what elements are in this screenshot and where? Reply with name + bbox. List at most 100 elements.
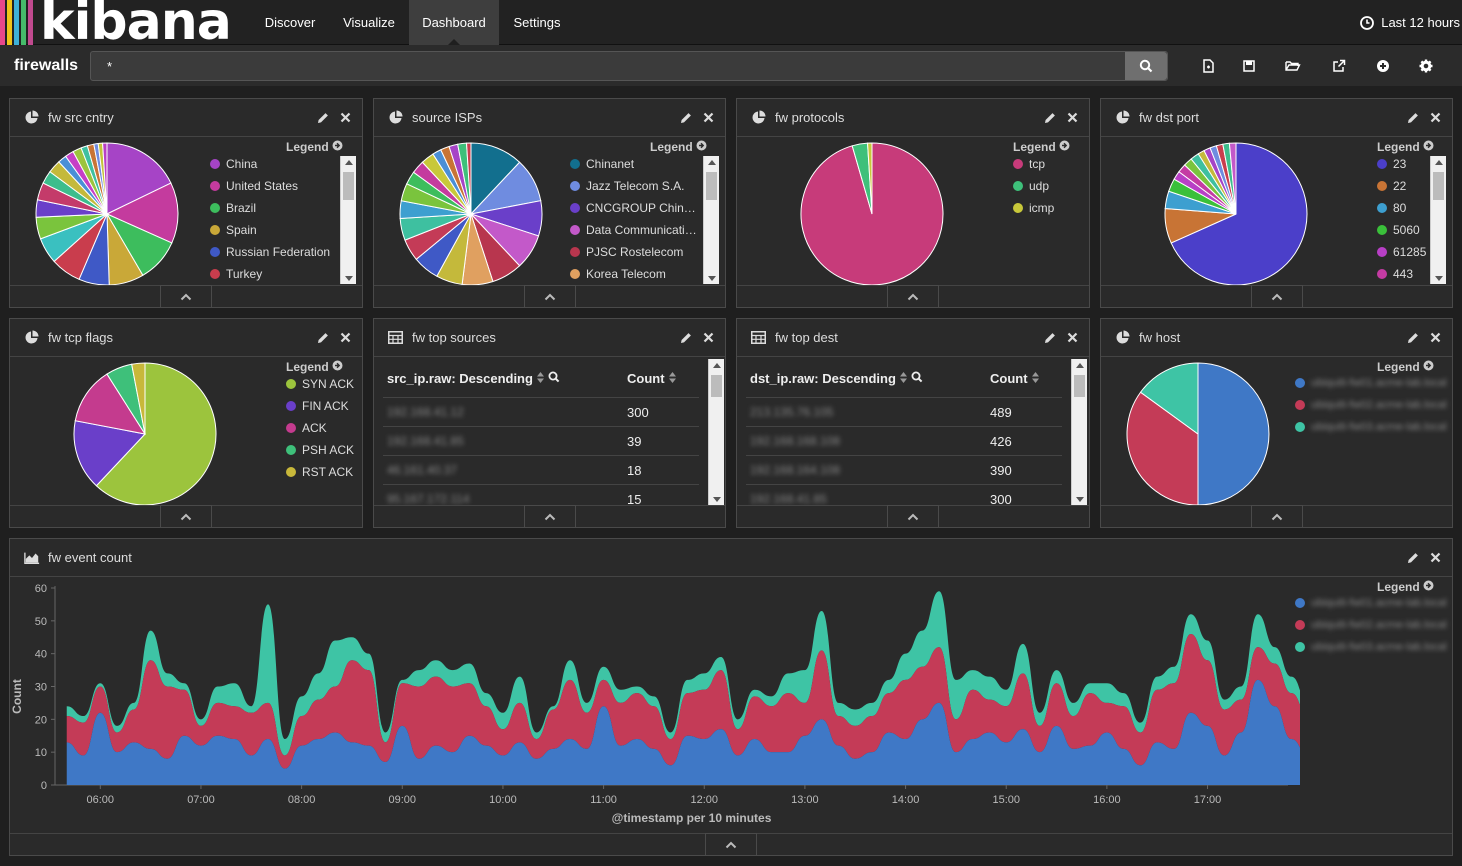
legend-item[interactable]: PJSC Rostelecom <box>570 245 683 259</box>
legend-item[interactable]: icmp <box>1013 201 1054 215</box>
sort-icon[interactable] <box>668 371 676 386</box>
legend-item[interactable]: 61285 <box>1377 245 1426 259</box>
table-row[interactable]: 95.167.172.114 15 <box>383 484 699 505</box>
legend-toggle[interactable]: Legend <box>650 140 707 154</box>
column-header-count[interactable]: Count <box>627 371 676 386</box>
table-row[interactable]: 46.161.40.37 18 <box>383 455 699 484</box>
legend-item[interactable]: udp <box>1013 179 1049 193</box>
search-button[interactable] <box>1125 52 1167 80</box>
scroll-up-icon[interactable] <box>1072 359 1088 371</box>
close-icon[interactable] <box>1066 111 1079 124</box>
kibana-logo[interactable]: kibana <box>0 0 232 48</box>
pie-slice[interactable] <box>106 142 172 215</box>
legend-scrollbar[interactable] <box>703 156 719 284</box>
scroll-down-icon[interactable] <box>1072 493 1088 505</box>
legend-item[interactable]: ACK <box>286 421 327 435</box>
close-icon[interactable] <box>702 111 715 124</box>
edit-icon[interactable] <box>1043 331 1056 344</box>
settings-icon[interactable] <box>1416 56 1436 76</box>
edit-icon[interactable] <box>1406 111 1419 124</box>
legend-item[interactable]: Data Communicati… <box>570 223 697 237</box>
table-scrollbar[interactable] <box>1071 359 1087 505</box>
legend-toggle[interactable]: Legend <box>1013 140 1070 154</box>
legend-toggle[interactable]: Legend <box>286 360 343 374</box>
legend-item[interactable]: 80 <box>1377 201 1406 215</box>
legend-item[interactable]: tcp <box>1013 157 1045 171</box>
scroll-up-icon[interactable] <box>1431 156 1447 168</box>
legend-item[interactable]: Chinanet <box>570 157 634 171</box>
scroll-up-icon[interactable] <box>704 156 720 168</box>
edit-icon[interactable] <box>1406 331 1419 344</box>
legend-item[interactable]: RST ACK <box>286 465 353 479</box>
edit-icon[interactable] <box>1043 111 1056 124</box>
close-icon[interactable] <box>702 331 715 344</box>
pie-slice[interactable] <box>105 182 179 244</box>
pie-slice[interactable] <box>1228 142 1237 215</box>
pie-slice[interactable] <box>102 142 108 215</box>
edit-icon[interactable] <box>679 331 692 344</box>
pie-slice[interactable] <box>1126 391 1199 506</box>
legend-item[interactable]: SYN ACK <box>286 377 354 391</box>
pie-slice[interactable] <box>95 362 217 506</box>
legend-item[interactable]: CNCGROUP Chin… <box>570 201 696 215</box>
close-icon[interactable] <box>1066 331 1079 344</box>
close-icon[interactable] <box>1429 111 1442 124</box>
collapse-button[interactable] <box>523 505 576 527</box>
legend-item[interactable]: PSH ACK <box>286 443 354 457</box>
legend-item[interactable]: China <box>210 157 257 171</box>
column-header-ip[interactable]: src_ip.raw: Descending <box>387 371 560 386</box>
tab-discover[interactable]: Discover <box>264 15 316 30</box>
collapse-button[interactable] <box>887 505 939 527</box>
table-row[interactable]: 192.168.164.108 390 <box>746 455 1062 484</box>
legend-item[interactable]: Jazz Telecom S.A. <box>570 179 684 193</box>
scroll-thumb[interactable] <box>343 172 354 200</box>
pie-slice[interactable] <box>1170 142 1308 286</box>
column-header-count[interactable]: Count <box>990 371 1039 386</box>
legend-item[interactable]: ubiquiti-fw03.acme-lab.local <box>1295 421 1447 433</box>
close-icon[interactable] <box>1429 331 1442 344</box>
save-icon[interactable] <box>1239 56 1259 76</box>
table-row[interactable]: 192.168.168.108 426 <box>746 426 1062 455</box>
search-icon[interactable] <box>548 371 560 386</box>
pie-slice[interactable] <box>73 420 146 487</box>
scroll-down-icon[interactable] <box>341 272 357 284</box>
scroll-thumb[interactable] <box>1433 172 1444 200</box>
scroll-up-icon[interactable] <box>341 156 357 168</box>
close-icon[interactable] <box>339 331 352 344</box>
legend-toggle[interactable]: Legend <box>1377 140 1434 154</box>
add-panel-icon[interactable] <box>1373 56 1393 76</box>
collapse-button[interactable] <box>887 285 939 307</box>
table-row[interactable]: 192.168.41.85 300 <box>746 484 1062 505</box>
sort-icon[interactable] <box>536 371 544 386</box>
legend-item[interactable]: Brazil <box>210 201 256 215</box>
pie-slice[interactable] <box>74 373 147 435</box>
pie-slice[interactable] <box>1139 362 1199 435</box>
legend-scrollbar[interactable] <box>340 156 356 284</box>
legend-item[interactable]: Turkey <box>210 267 262 281</box>
legend-scrollbar[interactable] <box>1430 156 1446 284</box>
legend-item[interactable]: Korea Telecom <box>570 267 666 281</box>
legend-item[interactable]: ubiquiti-fw02.acme-lab.local <box>1295 399 1447 411</box>
table-row[interactable]: 192.168.41.85 39 <box>383 426 699 455</box>
legend-item[interactable]: United States <box>210 179 298 193</box>
close-icon[interactable] <box>339 111 352 124</box>
sort-icon[interactable] <box>899 371 907 386</box>
tab-dashboard[interactable]: Dashboard <box>409 0 499 45</box>
scroll-thumb[interactable] <box>706 172 717 200</box>
collapse-button[interactable] <box>705 833 757 855</box>
sort-icon[interactable] <box>1031 371 1039 386</box>
tab-settings[interactable]: Settings <box>513 15 561 30</box>
legend-item[interactable]: Spain <box>210 223 257 237</box>
edit-icon[interactable] <box>679 111 692 124</box>
table-row[interactable]: 213.135.76.105 489 <box>746 397 1062 426</box>
time-picker[interactable]: Last 12 hours <box>1360 0 1460 45</box>
pie-slice[interactable] <box>131 362 146 435</box>
open-icon[interactable] <box>1283 56 1303 76</box>
scroll-thumb[interactable] <box>711 375 722 397</box>
search-icon[interactable] <box>911 371 923 386</box>
edit-icon[interactable] <box>316 331 329 344</box>
table-scrollbar[interactable] <box>708 359 724 505</box>
pie-slice[interactable] <box>867 142 873 215</box>
scroll-down-icon[interactable] <box>1431 272 1447 284</box>
legend-item[interactable]: Russian Federation <box>210 245 330 259</box>
